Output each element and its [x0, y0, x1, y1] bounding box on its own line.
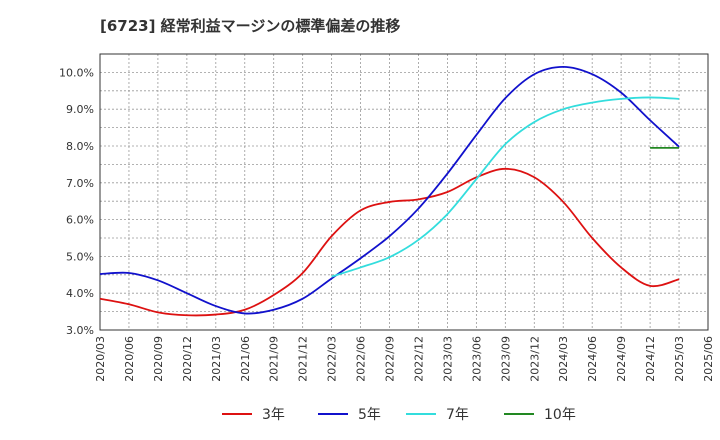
x-tick-label: 2022/12	[412, 336, 425, 382]
x-tick-label: 2021/06	[239, 336, 252, 382]
y-tick-label: 4.0%	[66, 287, 94, 300]
x-tick-label: 2021/12	[297, 336, 310, 382]
legend-label: 5年	[358, 407, 381, 423]
x-tick-label: 2024/03	[557, 336, 570, 382]
x-tick-label: 2022/03	[326, 336, 339, 382]
x-tick-label: 2023/09	[499, 336, 512, 382]
y-axis: 3.0% 4.0% 5.0% 6.0% 7.0% 8.0% 9.0% 10.0%	[59, 66, 94, 337]
y-tick-label: 10.0%	[59, 66, 94, 79]
series-line-1	[99, 167, 680, 317]
y-tick-label: 9.0%	[66, 103, 94, 116]
x-tick-label: 2025/03	[673, 336, 686, 382]
x-tick-label: 2020/09	[152, 336, 165, 382]
x-tick-label: 2021/09	[268, 336, 281, 382]
x-axis: 2020/03 2020/06 2020/09 2020/12 2021/03 2021/…	[94, 336, 715, 382]
x-tick-label: 2024/12	[644, 336, 657, 382]
grid	[100, 53, 708, 330]
series-line-3	[331, 96, 680, 278]
legend-label: 3年	[262, 407, 285, 423]
legend: 3年 5年 7年 10年	[222, 407, 576, 423]
x-tick-label: 2024/09	[615, 336, 628, 382]
x-tick-label: 2021/03	[210, 336, 223, 382]
x-tick-label: 2020/03	[94, 336, 107, 382]
x-tick-label: 2023/06	[470, 336, 483, 382]
legend-label: 10年	[544, 407, 576, 423]
y-tick-label: 8.0%	[66, 140, 94, 153]
y-tick-label: 7.0%	[66, 177, 94, 190]
plot-area	[99, 53, 709, 331]
x-tick-label: 2023/12	[528, 336, 541, 382]
x-tick-label: 2020/12	[181, 336, 194, 382]
legend-label: 7年	[446, 407, 469, 423]
y-tick-label: 6.0%	[66, 214, 94, 227]
series-line-2	[99, 65, 680, 315]
x-tick-label: 2023/03	[441, 336, 454, 382]
x-tick-label: 2022/09	[384, 336, 397, 382]
series-lines	[99, 65, 680, 317]
x-tick-label: 2024/06	[586, 336, 599, 382]
y-tick-label: 3.0%	[66, 324, 94, 337]
x-tick-label: 2020/06	[123, 336, 136, 382]
x-tick-label: 2022/06	[355, 336, 368, 382]
x-tick-label: 2025/06	[702, 336, 715, 382]
chart-title: [6723] 経常利益マージンの標準偏差の推移	[100, 17, 400, 35]
y-tick-label: 5.0%	[66, 250, 94, 263]
